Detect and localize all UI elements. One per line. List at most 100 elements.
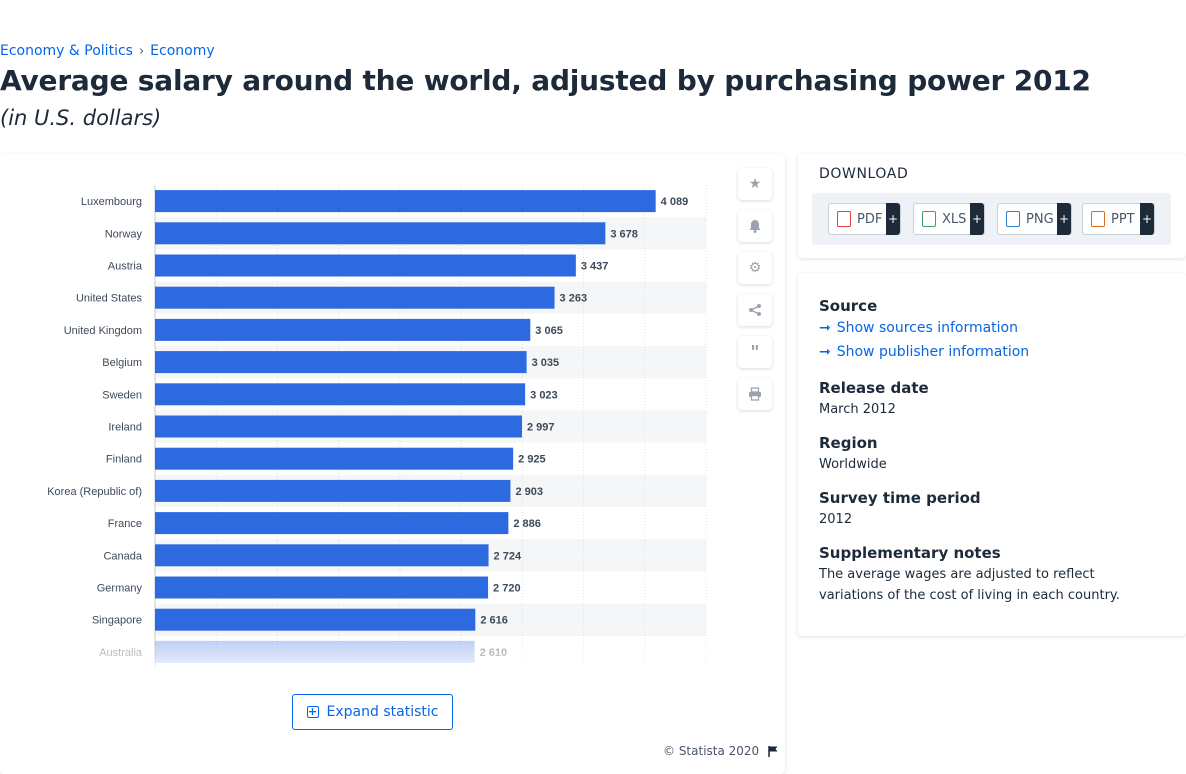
- print-button[interactable]: [738, 378, 772, 410]
- data-label: 2 616: [480, 615, 508, 627]
- download-pdf-label: PDF: [857, 211, 883, 227]
- png-file-icon: [1006, 211, 1020, 227]
- survey-period-value: 2012: [819, 512, 853, 527]
- favorite-button[interactable]: ★: [738, 168, 772, 200]
- expand-statistic-label: Expand statistic: [326, 704, 439, 720]
- source-heading: Source: [819, 297, 878, 315]
- bar: [155, 544, 489, 567]
- download-xls-button[interactable]: XLS +: [913, 203, 985, 235]
- ppt-file-icon: [1091, 211, 1105, 227]
- category-label: United Kingdom: [64, 325, 142, 337]
- bar: [155, 447, 514, 470]
- data-label: 3 035: [532, 357, 560, 369]
- copyright: © Statista 2020: [663, 744, 779, 758]
- data-label: 3 678: [610, 228, 638, 240]
- data-label: 2 720: [493, 583, 521, 595]
- page-subtitle: (in U.S. dollars): [0, 106, 162, 130]
- category-label: France: [108, 518, 142, 530]
- breadcrumb-economy-politics[interactable]: Economy & Politics: [0, 43, 133, 59]
- show-sources-link[interactable]: ➞ Show sources information: [819, 320, 1018, 336]
- arrow-right-icon: ➞: [819, 320, 831, 336]
- bar: [155, 608, 476, 631]
- data-label: 3 065: [535, 325, 563, 337]
- bar: [155, 479, 511, 502]
- data-label: 2 925: [518, 454, 546, 466]
- bar: [155, 576, 489, 599]
- plus-box-icon: +: [306, 705, 319, 718]
- category-label: Austria: [108, 261, 143, 273]
- download-pdf-button[interactable]: PDF +: [828, 203, 901, 235]
- show-sources-label: Show sources information: [836, 320, 1018, 336]
- data-label: 2 903: [515, 486, 543, 498]
- bell-icon: [749, 220, 761, 233]
- bar: [155, 254, 576, 277]
- download-xls-label: XLS: [942, 211, 967, 227]
- arrow-right-icon: ➞: [819, 344, 831, 360]
- download-png-button[interactable]: PNG +: [997, 203, 1072, 235]
- bar: [155, 190, 656, 213]
- settings-button[interactable]: ⚙: [738, 252, 772, 284]
- category-label: Korea (Republic of): [47, 486, 142, 498]
- region-heading: Region: [819, 434, 878, 452]
- data-label: 2 997: [527, 422, 555, 434]
- chart-toolbar: ★ ⚙ ": [738, 168, 772, 410]
- bar: [155, 383, 526, 406]
- show-publisher-label: Show publisher information: [836, 344, 1030, 360]
- supplementary-notes-heading: Supplementary notes: [819, 544, 1001, 562]
- chart-card: Luxembourg 4 089 Norway 3 678 Austria 3 437 Un…: [0, 154, 785, 774]
- category-label: Luxembourg: [81, 196, 142, 208]
- bar: [155, 318, 531, 341]
- plus-icon: +: [970, 203, 984, 235]
- xls-file-icon: [922, 211, 936, 227]
- page-title: Average salary around the world, adjuste…: [0, 64, 1091, 97]
- breadcrumb-separator: ›: [138, 43, 145, 59]
- plus-icon: +: [1057, 203, 1071, 235]
- data-label: 2 886: [513, 518, 541, 530]
- download-card: DOWNLOAD PDF + XLS + PNG + PPT +: [798, 154, 1186, 258]
- data-label: 3 437: [581, 261, 609, 273]
- share-button[interactable]: [738, 294, 772, 326]
- bar: [155, 512, 509, 535]
- data-label: 4 089: [661, 196, 689, 208]
- copyright-text[interactable]: © Statista 2020: [663, 744, 760, 758]
- star-icon: ★: [748, 176, 762, 192]
- region-value: Worldwide: [819, 457, 887, 472]
- quote-icon: ": [750, 341, 760, 363]
- bar: [155, 351, 527, 374]
- data-label: 3 023: [530, 389, 558, 401]
- breadcrumb-economy[interactable]: Economy: [150, 43, 215, 59]
- category-label: Singapore: [92, 615, 142, 627]
- bar-chart: Luxembourg 4 089 Norway 3 678 Austria 3 437 Un…: [0, 185, 785, 674]
- survey-period-heading: Survey time period: [819, 489, 981, 507]
- category-label: Belgium: [102, 357, 142, 369]
- release-date-value: March 2012: [819, 402, 896, 417]
- breadcrumb: Economy & Politics › Economy: [0, 43, 215, 59]
- download-ppt-button[interactable]: PPT +: [1082, 203, 1155, 235]
- supplementary-notes-value: The average wages are adjusted to reflec…: [819, 567, 1120, 603]
- share-icon: [749, 304, 761, 316]
- cite-button[interactable]: ": [738, 336, 772, 368]
- print-icon: [749, 387, 761, 401]
- category-label: Sweden: [102, 389, 142, 401]
- info-card: Source ➞ Show sources information ➞ Show…: [798, 273, 1186, 636]
- bar: [155, 415, 522, 438]
- data-label: 3 263: [560, 293, 588, 305]
- category-label: Finland: [106, 454, 142, 466]
- bar: [155, 286, 555, 309]
- category-label: Norway: [105, 228, 143, 240]
- category-label: Germany: [97, 583, 143, 595]
- category-label: Canada: [103, 550, 142, 562]
- expand-statistic-button[interactable]: + Expand statistic: [292, 694, 453, 730]
- fade-overlay: [0, 635, 785, 674]
- notification-button[interactable]: [738, 210, 772, 242]
- show-publisher-link[interactable]: ➞ Show publisher information: [819, 344, 1029, 360]
- category-label: Ireland: [108, 422, 142, 434]
- plus-icon: +: [1140, 203, 1154, 235]
- flag-icon[interactable]: [767, 745, 779, 757]
- data-label: 2 724: [494, 550, 522, 562]
- download-png-label: PNG: [1026, 211, 1054, 227]
- gear-icon: ⚙: [748, 260, 762, 276]
- download-buttons: PDF + XLS + PNG + PPT +: [812, 193, 1171, 245]
- pdf-file-icon: [837, 211, 851, 227]
- download-ppt-label: PPT: [1111, 211, 1135, 227]
